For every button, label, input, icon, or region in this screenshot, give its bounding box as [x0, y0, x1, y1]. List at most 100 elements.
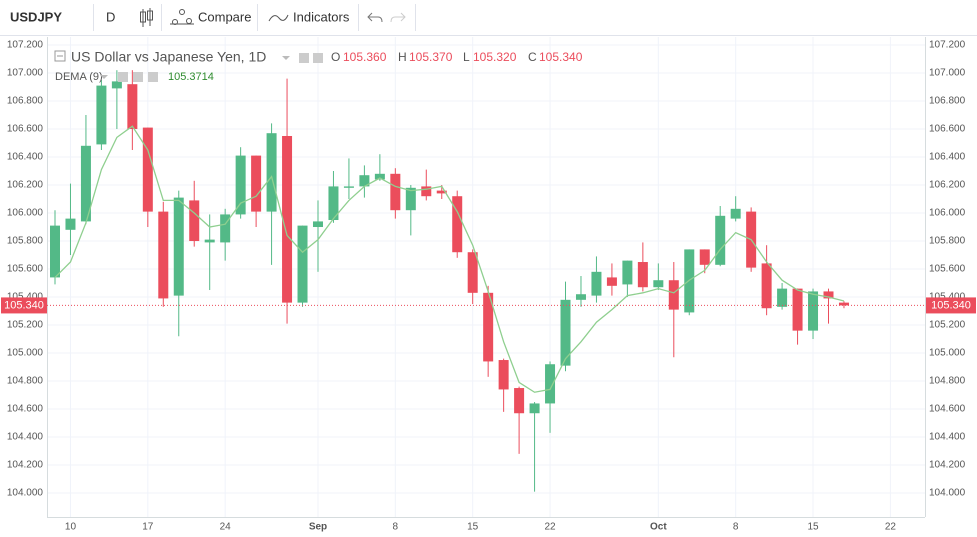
candle-body	[498, 360, 509, 390]
candle-body	[405, 187, 416, 211]
x-tick-label: 8	[393, 522, 399, 533]
y-tick-label: 104.200	[929, 460, 966, 471]
y-tick-label: 105.800	[929, 236, 966, 247]
last-price-label: 105.340	[4, 299, 44, 311]
compare-icon[interactable]	[170, 9, 194, 25]
symbol[interactable]: USDJPY	[10, 9, 62, 24]
candle-body	[777, 288, 788, 307]
dropdown-arrow[interactable]	[282, 56, 290, 60]
x-tick-label: 8	[733, 522, 739, 533]
x-tick-label: 22	[544, 522, 556, 533]
x-tick-label: 15	[807, 522, 819, 533]
candle-body	[761, 263, 772, 309]
y-tick-label: 104.000	[7, 488, 44, 499]
y-tick-label: 104.600	[7, 404, 44, 415]
candle-body	[560, 299, 571, 366]
chart-style-icon[interactable]	[140, 8, 153, 27]
candle-body	[158, 211, 169, 299]
legend: US Dollar vs Japanese Yen, 1D O 105.360 …	[54, 49, 583, 83]
x-tick-label: Sep	[309, 522, 327, 533]
candle-body	[220, 214, 231, 243]
candle-body	[50, 225, 60, 278]
close-label: C	[528, 50, 537, 64]
x-tick-label: 10	[65, 522, 77, 533]
low-value: 105.320	[473, 50, 517, 64]
x-tick-label: 22	[885, 522, 897, 533]
y-tick-label: 106.200	[929, 180, 966, 191]
y-tick-label: 106.400	[929, 152, 966, 163]
open-label: O	[331, 50, 340, 64]
y-tick-label: 105.600	[7, 264, 44, 275]
candle-body	[575, 294, 586, 300]
y-tick-label: 107.200	[7, 40, 44, 51]
toolbar: USDJPY D Compare Indicators	[0, 0, 977, 36]
y-tick-label: 105.200	[929, 320, 966, 331]
candle-body	[591, 271, 602, 296]
y-tick-label: 106.400	[7, 152, 44, 163]
y-tick-label: 105.400	[929, 292, 966, 303]
interval[interactable]: D	[106, 9, 115, 24]
candle-body	[808, 291, 819, 331]
candle-body	[514, 388, 525, 414]
x-tick-label: 24	[220, 522, 232, 533]
candle-body	[204, 239, 215, 243]
indicator-settings[interactable]	[133, 72, 143, 82]
undo-button[interactable]	[367, 12, 383, 23]
collapse-toggle[interactable]	[54, 50, 66, 62]
candle-body	[436, 190, 447, 194]
last-price-label: 105.340	[931, 299, 971, 311]
y-tick-label: 105.600	[929, 264, 966, 275]
y-tick-label: 104.800	[929, 376, 966, 387]
y-tick-label: 106.600	[929, 124, 966, 135]
candle-body	[251, 155, 262, 212]
indicator-line	[54, 125, 845, 393]
redo-button[interactable]	[390, 12, 406, 23]
close-value: 105.340	[539, 50, 583, 64]
y-tick-label: 104.200	[7, 460, 44, 471]
toolbar-bg	[0, 0, 977, 35]
y-tick-label: 106.000	[7, 208, 44, 219]
y-tick-label: 106.800	[7, 96, 44, 107]
candle-body	[715, 215, 726, 265]
indicator-settings[interactable]	[118, 72, 128, 82]
candle-body	[266, 133, 277, 212]
y-tick-label: 107.000	[929, 68, 966, 79]
candle-body	[96, 85, 107, 145]
candle-body	[622, 260, 633, 285]
candle-body	[483, 292, 494, 362]
y-tick-label: 106.800	[929, 96, 966, 107]
candle-body	[235, 155, 246, 215]
candle-body	[189, 200, 200, 242]
indicators-icon[interactable]	[268, 14, 289, 22]
y-tick-label: 104.000	[929, 488, 966, 499]
candle-body	[297, 225, 308, 303]
candle-body	[282, 135, 293, 303]
y-tick-label: 106.200	[7, 180, 44, 191]
candle-body	[637, 262, 648, 288]
candle-body	[529, 403, 540, 414]
indicator-remove[interactable]	[148, 72, 158, 82]
settings-icon[interactable]	[299, 53, 309, 63]
axis-bg	[0, 37, 47, 517]
candle-body	[173, 197, 184, 296]
indicators-button[interactable]: Indicators	[293, 9, 350, 24]
axis-bg	[925, 37, 977, 517]
open-value: 105.360	[343, 50, 387, 64]
compare-button[interactable]: Compare	[198, 9, 251, 24]
candle-body	[467, 252, 478, 293]
y-tick-label: 105.200	[7, 320, 44, 331]
chart-title: US Dollar vs Japanese Yen, 1D	[71, 49, 266, 65]
y-tick-label: 105.800	[7, 236, 44, 247]
candle-body	[343, 186, 354, 188]
settings-icon[interactable]	[313, 53, 323, 63]
y-tick-label: 104.400	[7, 432, 44, 443]
candle-body	[545, 364, 556, 404]
dropdown-arrow[interactable]	[100, 75, 108, 79]
y-tick-label: 105.000	[7, 348, 44, 359]
indicator-name: DEMA (9)	[55, 71, 103, 83]
candle-body	[653, 280, 664, 288]
y-tick-label: 104.800	[7, 376, 44, 387]
